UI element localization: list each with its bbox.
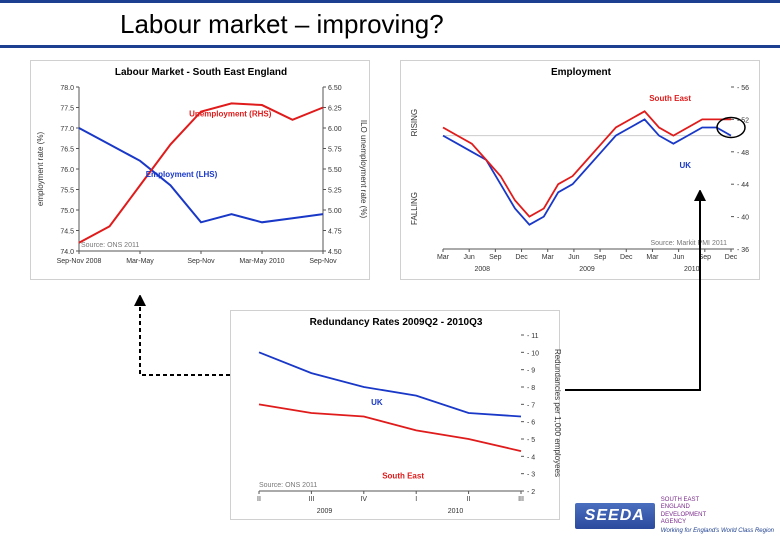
svg-text:Employment (LHS): Employment (LHS) xyxy=(146,170,218,179)
svg-text:4.75: 4.75 xyxy=(328,229,342,236)
svg-text:UK: UK xyxy=(371,398,383,407)
svg-text:- 11: - 11 xyxy=(527,333,539,340)
svg-text:Unemployment (RHS): Unemployment (RHS) xyxy=(189,110,272,119)
svg-text:- 3: - 3 xyxy=(527,472,535,479)
svg-text:Employment: Employment xyxy=(551,67,612,78)
logo-line-3: DEVELOPMENT xyxy=(661,512,774,519)
svg-text:Dec: Dec xyxy=(515,254,528,261)
svg-text:Source: ONS 2011: Source: ONS 2011 xyxy=(259,482,317,489)
svg-text:Sep-Nov: Sep-Nov xyxy=(309,258,337,265)
svg-text:5.00: 5.00 xyxy=(328,208,342,215)
title-bar: Labour market – improving? xyxy=(0,0,780,48)
svg-text:UK: UK xyxy=(679,161,691,170)
svg-text:75.5: 75.5 xyxy=(60,188,74,195)
logo-line-1: SOUTH EAST xyxy=(661,497,774,504)
logo-line-4: AGENCY xyxy=(661,519,774,526)
logo-tagline: Working for England's World Class Region xyxy=(661,528,774,534)
svg-text:- 9: - 9 xyxy=(527,368,535,375)
svg-text:77.0: 77.0 xyxy=(60,126,74,133)
svg-text:- 8: - 8 xyxy=(527,385,535,392)
svg-text:- 56: - 56 xyxy=(737,85,749,92)
svg-text:76.5: 76.5 xyxy=(60,147,74,154)
svg-text:IV: IV xyxy=(360,496,367,503)
svg-text:Sep-Nov: Sep-Nov xyxy=(187,258,215,265)
svg-text:Source: ONS 2011: Source: ONS 2011 xyxy=(81,242,139,249)
logo-line-2: ENGLAND xyxy=(661,504,774,511)
svg-text:5.75: 5.75 xyxy=(328,147,342,154)
svg-text:Mar: Mar xyxy=(437,254,450,261)
svg-text:75.0: 75.0 xyxy=(60,208,74,215)
svg-text:- 48: - 48 xyxy=(737,150,749,157)
svg-text:employment rate (%): employment rate (%) xyxy=(36,132,45,207)
svg-text:6.00: 6.00 xyxy=(328,126,342,133)
svg-text:Labour Market - South East Eng: Labour Market - South East England xyxy=(115,67,287,78)
svg-text:Sep: Sep xyxy=(489,254,502,261)
svg-text:Mar: Mar xyxy=(542,254,555,261)
svg-text:2010: 2010 xyxy=(448,508,464,515)
svg-text:2009: 2009 xyxy=(317,508,333,515)
svg-text:76.0: 76.0 xyxy=(60,167,74,174)
logo-badge: SEEDA xyxy=(575,503,655,529)
svg-text:74.5: 74.5 xyxy=(60,229,74,236)
chart-redundancy: Redundancy Rates 2009Q2 - 2010Q3 - 2 - 3 - … xyxy=(230,310,560,520)
svg-text:III: III xyxy=(308,496,314,503)
svg-text:5.25: 5.25 xyxy=(328,188,342,195)
seeda-logo: SEEDA SOUTH EAST ENGLAND DEVELOPMENT AGE… xyxy=(575,497,774,534)
connector-arrow-left xyxy=(130,295,250,395)
chart-labour-market-se: Labour Market - South East England 74.0 74… xyxy=(30,60,370,280)
svg-text:78.0: 78.0 xyxy=(60,85,74,92)
svg-text:- 6: - 6 xyxy=(527,420,535,427)
svg-text:6.50: 6.50 xyxy=(328,85,342,92)
svg-text:2008: 2008 xyxy=(474,266,490,273)
svg-text:- 2: - 2 xyxy=(527,489,535,496)
svg-text:Mar-May: Mar-May xyxy=(126,258,154,265)
svg-text:- 4: - 4 xyxy=(527,454,535,461)
svg-text:- 44: - 44 xyxy=(737,182,749,189)
svg-text:Jun: Jun xyxy=(464,254,475,261)
svg-text:Redundancy Rates 2009Q2 - 2010: Redundancy Rates 2009Q2 - 2010Q3 xyxy=(310,317,483,328)
svg-text:I: I xyxy=(415,496,417,503)
svg-text:South East: South East xyxy=(382,472,424,481)
svg-text:South East: South East xyxy=(649,94,691,103)
svg-text:6.25: 6.25 xyxy=(328,106,342,113)
svg-text:- 5: - 5 xyxy=(527,437,535,444)
svg-text:RISING: RISING xyxy=(410,109,419,137)
svg-text:Mar-May 2010: Mar-May 2010 xyxy=(239,258,284,265)
svg-text:77.5: 77.5 xyxy=(60,106,74,113)
svg-text:III: III xyxy=(518,496,524,503)
svg-text:II: II xyxy=(257,496,261,503)
page-title: Labour market – improving? xyxy=(120,9,444,40)
svg-text:ILO unemployment rate (%): ILO unemployment rate (%) xyxy=(359,120,368,219)
svg-text:74.0: 74.0 xyxy=(60,249,74,256)
svg-text:- 7: - 7 xyxy=(527,402,535,409)
connector-arrow-right xyxy=(560,190,750,400)
svg-text:5.50: 5.50 xyxy=(328,167,342,174)
svg-text:Sep-Nov 2008: Sep-Nov 2008 xyxy=(57,258,102,265)
svg-text:II: II xyxy=(467,496,471,503)
svg-text:4.50: 4.50 xyxy=(328,249,342,256)
svg-text:- 10: - 10 xyxy=(527,350,539,357)
logo-text-block: SOUTH EAST ENGLAND DEVELOPMENT AGENCY Wo… xyxy=(661,497,774,534)
svg-text:FALLING: FALLING xyxy=(410,192,419,225)
